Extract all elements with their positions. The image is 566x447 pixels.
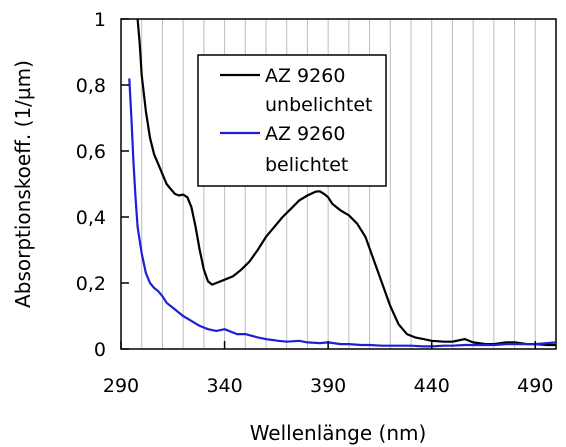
series-line-belichtet xyxy=(128,78,557,348)
y-tick-labels: 0 0,2 0,4 0,6 0,8 1 xyxy=(76,9,106,361)
tick-marks xyxy=(120,18,537,350)
x-tick-label: 290 xyxy=(103,375,139,397)
y-tick-label: 1 xyxy=(94,9,106,31)
plot-area-frame xyxy=(120,18,557,350)
legend-label-unbelichtet-line1: AZ 9260 xyxy=(265,65,345,87)
y-tick-label: 0,2 xyxy=(76,273,106,295)
y-tick-label: 0,6 xyxy=(76,141,106,163)
x-tick-label: 340 xyxy=(206,375,242,397)
y-axis-title: Absorptionskoeff. (1/µm) xyxy=(11,60,35,308)
legend-label-unbelichtet-line2: unbelichtet xyxy=(265,94,372,116)
x-tick-label: 440 xyxy=(414,375,450,397)
y-tick-label: 0,4 xyxy=(76,207,106,229)
y-tick-label: 0 xyxy=(94,339,106,361)
y-tick-label: 0,8 xyxy=(76,75,106,97)
x-tick-label: 490 xyxy=(517,375,553,397)
legend: AZ 9260 unbelichtet AZ 9260 belichtet xyxy=(197,54,387,187)
legend-box xyxy=(197,54,387,187)
legend-label-belichtet-line2: belichtet xyxy=(265,154,348,176)
series-line-unbelichtet xyxy=(136,18,556,347)
legend-label-belichtet-line1: AZ 9260 xyxy=(265,123,345,145)
x-axis-title: Wellenlänge (nm) xyxy=(250,421,427,445)
series-lines xyxy=(128,18,557,348)
x-tick-label: 390 xyxy=(310,375,346,397)
x-tick-labels: 290 340 390 440 490 xyxy=(103,375,554,397)
